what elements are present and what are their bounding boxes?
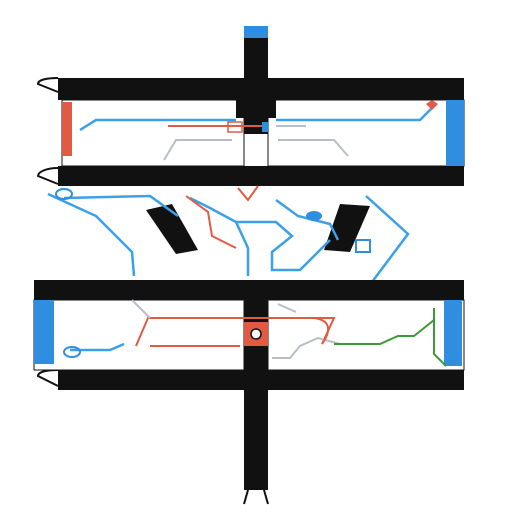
upper-left-panel — [62, 100, 244, 166]
cross-red-line-2 — [238, 186, 258, 200]
trunk-tail-left — [244, 490, 248, 504]
upper-left-red-block — [62, 102, 72, 156]
lower-left-panel — [34, 300, 244, 370]
cross-blue-badge — [356, 240, 370, 252]
upper-bar-left-curl-top — [38, 78, 58, 92]
upper-bar-bottom — [58, 166, 464, 186]
trunk-tail-right — [264, 490, 268, 504]
lower-center-marker-dot — [251, 329, 261, 339]
lower-bar-left-curl — [38, 370, 58, 386]
cross-blue-right-outer — [366, 196, 408, 282]
cross-blue-lower — [236, 222, 330, 270]
upper-bar-left-curl-bottom — [38, 168, 58, 184]
upper-right-inner-cut — [268, 100, 276, 118]
upper-right-panel — [268, 100, 464, 166]
upper-left-inner-cut — [236, 100, 244, 118]
lower-bar-bottom — [58, 370, 464, 390]
cross-blue-blob — [306, 211, 322, 221]
lower-bar-top — [34, 280, 464, 300]
cross-red-line — [186, 196, 236, 248]
lower-right-blue-block — [444, 300, 462, 366]
cross-blue-left-outer — [48, 194, 134, 276]
vertical-trunk-top-cap — [244, 26, 268, 38]
upper-right-blue-block — [446, 100, 464, 166]
upper-blue-tick — [262, 122, 268, 132]
upper-bar-top — [58, 78, 464, 100]
cross-blue-center-right — [276, 200, 338, 240]
cross-blue-center-left — [190, 198, 248, 276]
lower-left-blue-block — [34, 300, 54, 364]
